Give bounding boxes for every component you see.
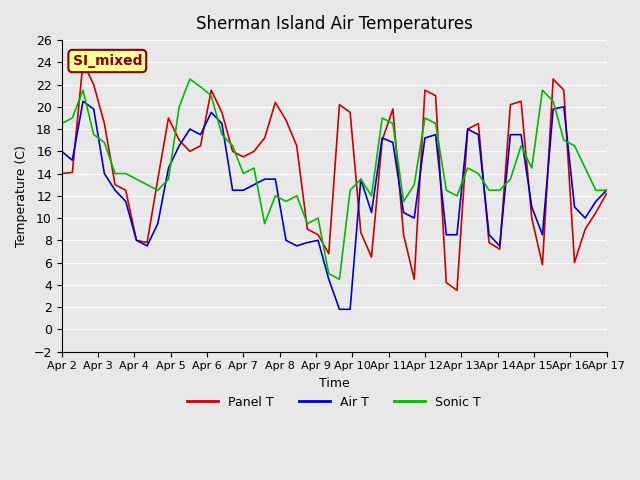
Sonic T	[186, 76, 194, 82]
Air T	[111, 187, 119, 193]
Air T	[335, 306, 343, 312]
Air T	[58, 148, 65, 154]
Air T	[79, 98, 87, 104]
Panel T	[603, 191, 611, 196]
Air T	[367, 210, 375, 216]
Panel T	[357, 229, 365, 235]
Air T	[410, 215, 418, 221]
Air T	[432, 132, 440, 138]
Panel T	[79, 60, 87, 65]
Sonic T	[335, 276, 343, 282]
Title: Sherman Island Air Temperatures: Sherman Island Air Temperatures	[196, 15, 472, 33]
Air T	[261, 176, 269, 182]
Text: SI_mixed: SI_mixed	[72, 54, 142, 68]
Panel T	[421, 87, 429, 93]
Legend: Panel T, Air T, Sonic T: Panel T, Air T, Sonic T	[182, 391, 486, 414]
Panel T	[111, 182, 119, 188]
Panel T	[58, 171, 65, 177]
Sonic T	[58, 120, 65, 126]
Panel T	[453, 288, 461, 293]
Panel T	[261, 135, 269, 141]
Sonic T	[603, 187, 611, 193]
Y-axis label: Temperature (C): Temperature (C)	[15, 145, 28, 247]
Air T	[325, 276, 333, 282]
Panel T	[325, 251, 333, 256]
Sonic T	[410, 182, 418, 188]
Line: Sonic T: Sonic T	[61, 79, 607, 279]
Sonic T	[367, 193, 375, 199]
Sonic T	[432, 120, 440, 126]
Sonic T	[100, 140, 108, 145]
Sonic T	[261, 221, 269, 227]
Panel T	[400, 232, 408, 238]
Line: Air T: Air T	[61, 101, 607, 309]
Line: Panel T: Panel T	[61, 62, 607, 290]
Air T	[603, 187, 611, 193]
X-axis label: Time: Time	[319, 377, 349, 390]
Sonic T	[325, 271, 333, 276]
